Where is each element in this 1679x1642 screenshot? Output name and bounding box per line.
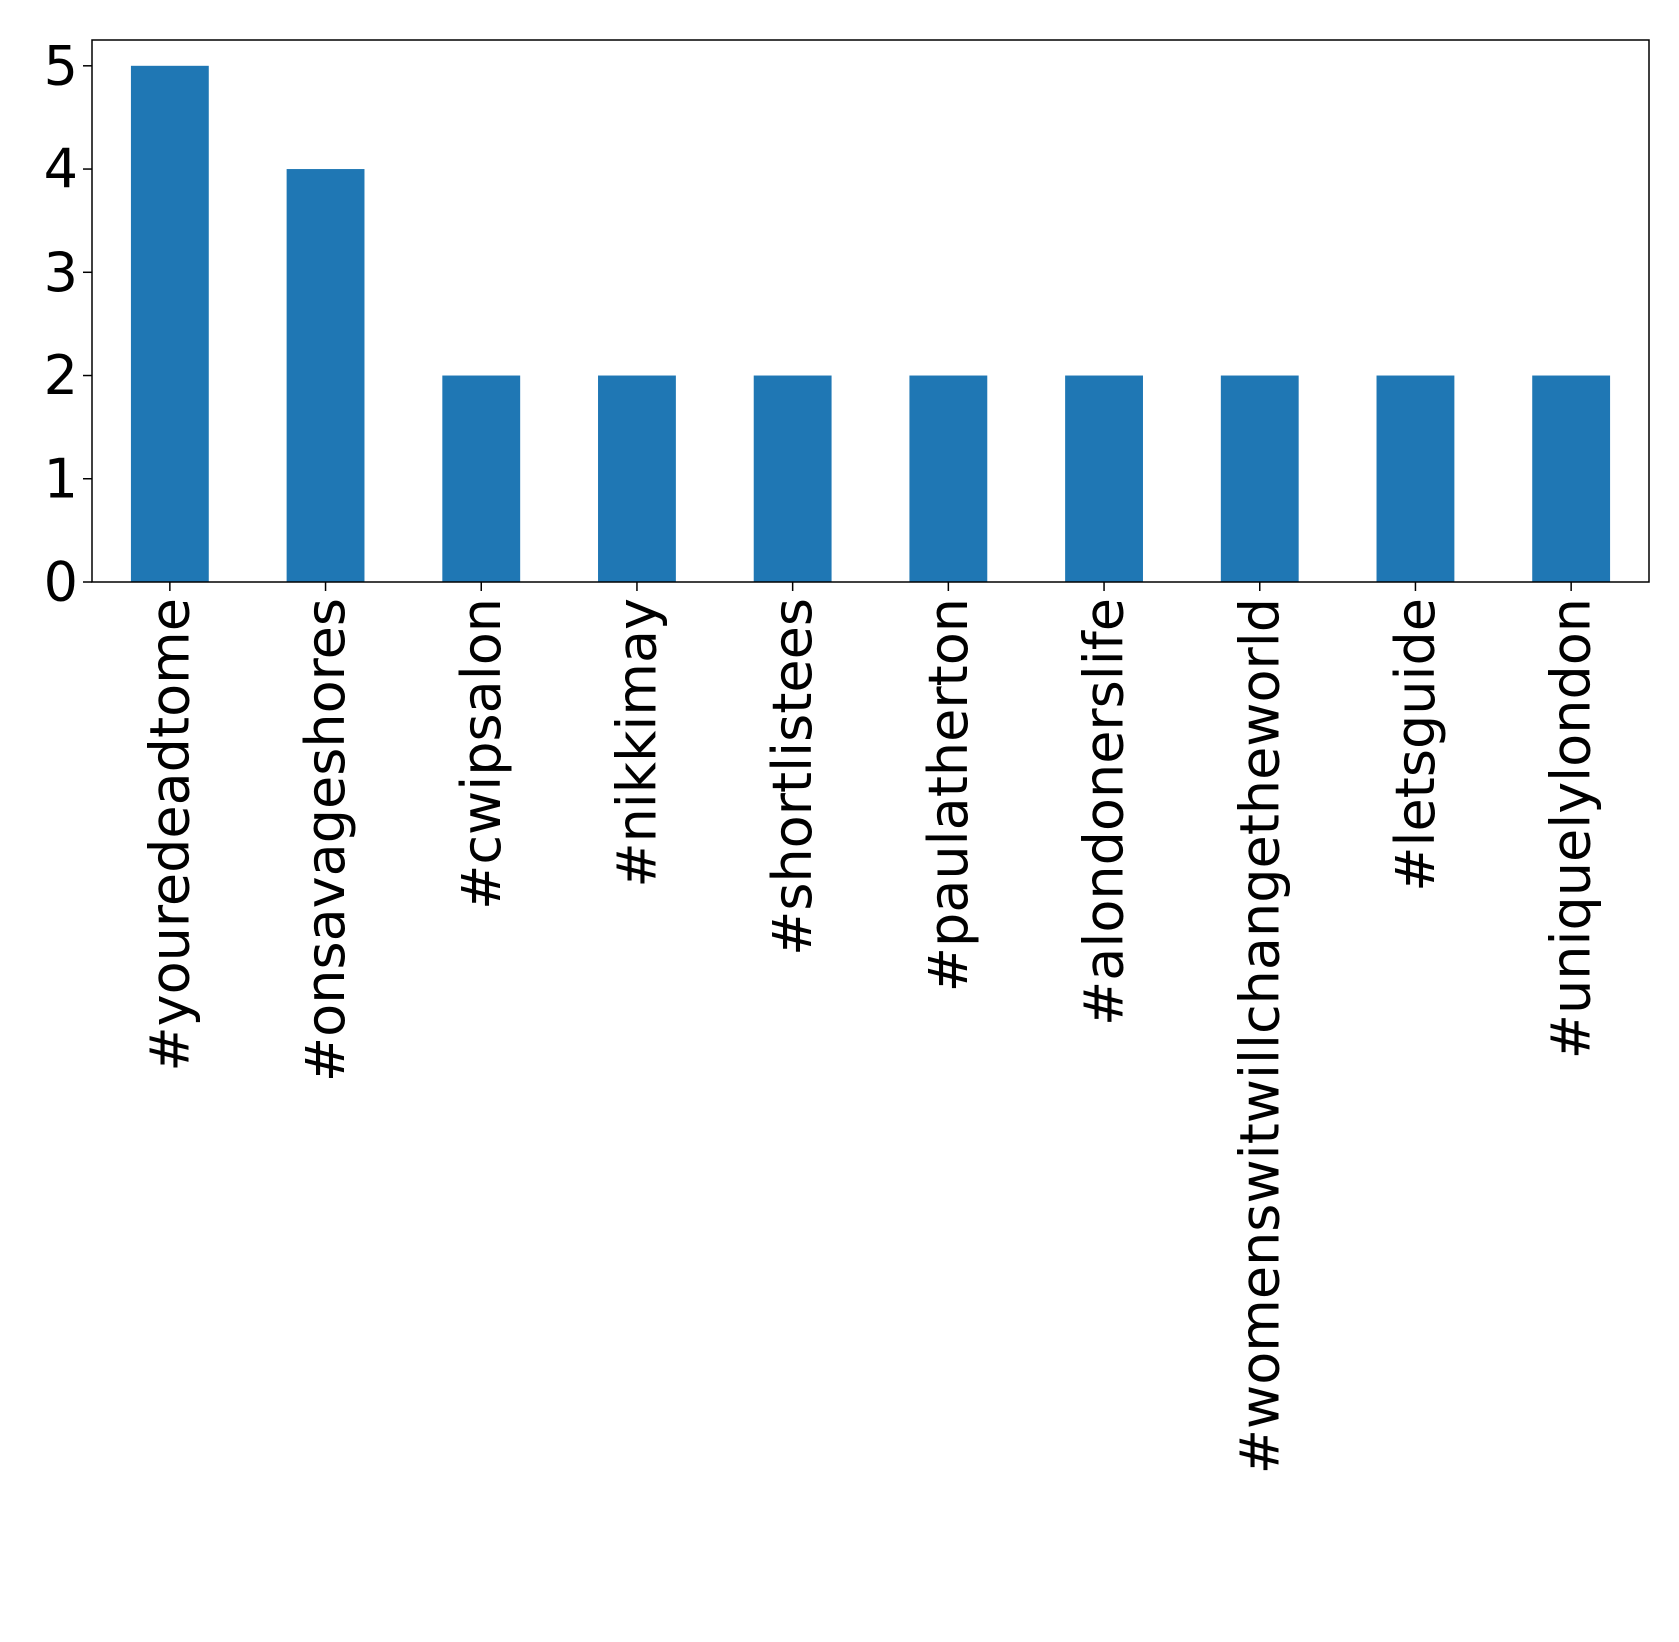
bar-2 (442, 375, 521, 582)
x-tick-label-3: #nikkimay (605, 598, 668, 888)
x-tick-label-1: #onsavageshores (294, 598, 357, 1082)
bar-1 (286, 169, 365, 583)
bars-group (130, 65, 1611, 583)
y-tick-label-0: 0 (44, 551, 78, 614)
x-tick-label-0: #youredeadtome (138, 598, 201, 1072)
y-tick-label-2: 2 (44, 344, 78, 407)
x-tick-label-5: #paulatherton (917, 598, 980, 992)
y-tick-label-1: 1 (44, 447, 78, 510)
x-tick-label-6: #alondonerslife (1073, 598, 1136, 1026)
x-tick-label-4: #shortlistees (761, 598, 824, 956)
bar-3 (598, 375, 676, 582)
x-axis: #youredeadtome #onsavageshores #cwipsalon #… (138, 582, 1603, 1474)
y-tick-label-5: 5 (44, 34, 78, 97)
x-tick-label-9: #uniquelylondon (1540, 598, 1603, 1059)
bar-9 (1532, 375, 1611, 582)
bar-0 (130, 65, 209, 583)
y-tick-label-4: 4 (44, 138, 78, 201)
y-axis: 0 1 2 3 4 5 (44, 34, 92, 614)
x-tick-label-7: #womenswitwillchangetheworld (1228, 598, 1291, 1474)
plot-frame (91, 39, 1650, 583)
bar-5 (909, 375, 988, 582)
x-tick-label-8: #letsguide (1384, 598, 1447, 892)
bar-7 (1220, 375, 1299, 582)
x-tick-label-2: #cwipsalon (450, 598, 513, 910)
y-tick-label-3: 3 (44, 241, 78, 304)
bar-4 (753, 375, 832, 582)
bar-6 (1065, 375, 1143, 582)
bar-8 (1376, 375, 1455, 582)
